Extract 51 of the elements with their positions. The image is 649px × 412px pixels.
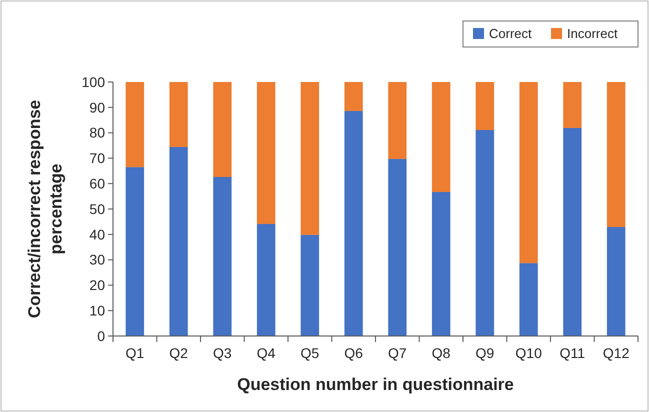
y-tick-label: 90 <box>89 99 106 116</box>
y-tick-label: 80 <box>89 124 106 141</box>
x-tick-label: Q10 <box>515 345 542 361</box>
x-tick-label: Q1 <box>126 345 144 361</box>
x-tick-label: Q4 <box>256 345 276 361</box>
legend-label: Correct <box>489 26 532 41</box>
bar <box>213 82 232 177</box>
x-tick-label: Q9 <box>476 345 494 361</box>
bar <box>519 263 538 336</box>
bar <box>476 130 494 336</box>
x-tick-label: Q3 <box>213 345 232 361</box>
legend-label: Incorrect <box>567 26 618 41</box>
x-axis-title: Question number in questionnaire <box>237 375 514 394</box>
x-tick-label: Q7 <box>388 345 407 361</box>
bar <box>519 82 538 264</box>
bar <box>300 234 320 336</box>
bar <box>256 224 276 336</box>
bar <box>344 82 363 111</box>
y-axis-title: Correct/incorrect response percentage <box>25 100 66 318</box>
bar <box>388 158 407 336</box>
bar <box>344 110 363 336</box>
y-tick-label: 20 <box>89 277 106 294</box>
bar <box>213 176 232 336</box>
x-tick-label: Q8 <box>432 345 451 361</box>
y-tick-label: 100 <box>82 74 106 90</box>
y-tick-label: 10 <box>89 302 106 318</box>
bar <box>388 82 407 159</box>
bar <box>563 82 582 128</box>
y-tick-label: 30 <box>89 252 106 268</box>
x-tick-label: Q6 <box>344 345 364 361</box>
bar <box>476 82 494 130</box>
y-tick-label: 40 <box>89 226 106 242</box>
bar <box>169 147 188 336</box>
bar <box>432 192 450 336</box>
bar <box>256 82 276 224</box>
x-tick-label: Q5 <box>300 345 320 361</box>
bar <box>432 82 450 192</box>
bar <box>563 128 582 336</box>
x-tick-label: Q12 <box>602 345 630 361</box>
y-tick-label: 0 <box>97 328 106 344</box>
bar <box>606 82 626 228</box>
bar <box>126 167 144 336</box>
bar <box>126 82 144 168</box>
bar <box>606 227 626 336</box>
y-tick-label: 70 <box>89 150 106 166</box>
y-tick-label: 50 <box>89 200 106 217</box>
x-tick-label: Q11 <box>560 345 586 361</box>
y-tick-label: 60 <box>89 176 106 192</box>
bar <box>169 82 188 148</box>
x-tick-label: Q2 <box>169 345 188 361</box>
bar <box>300 82 320 235</box>
